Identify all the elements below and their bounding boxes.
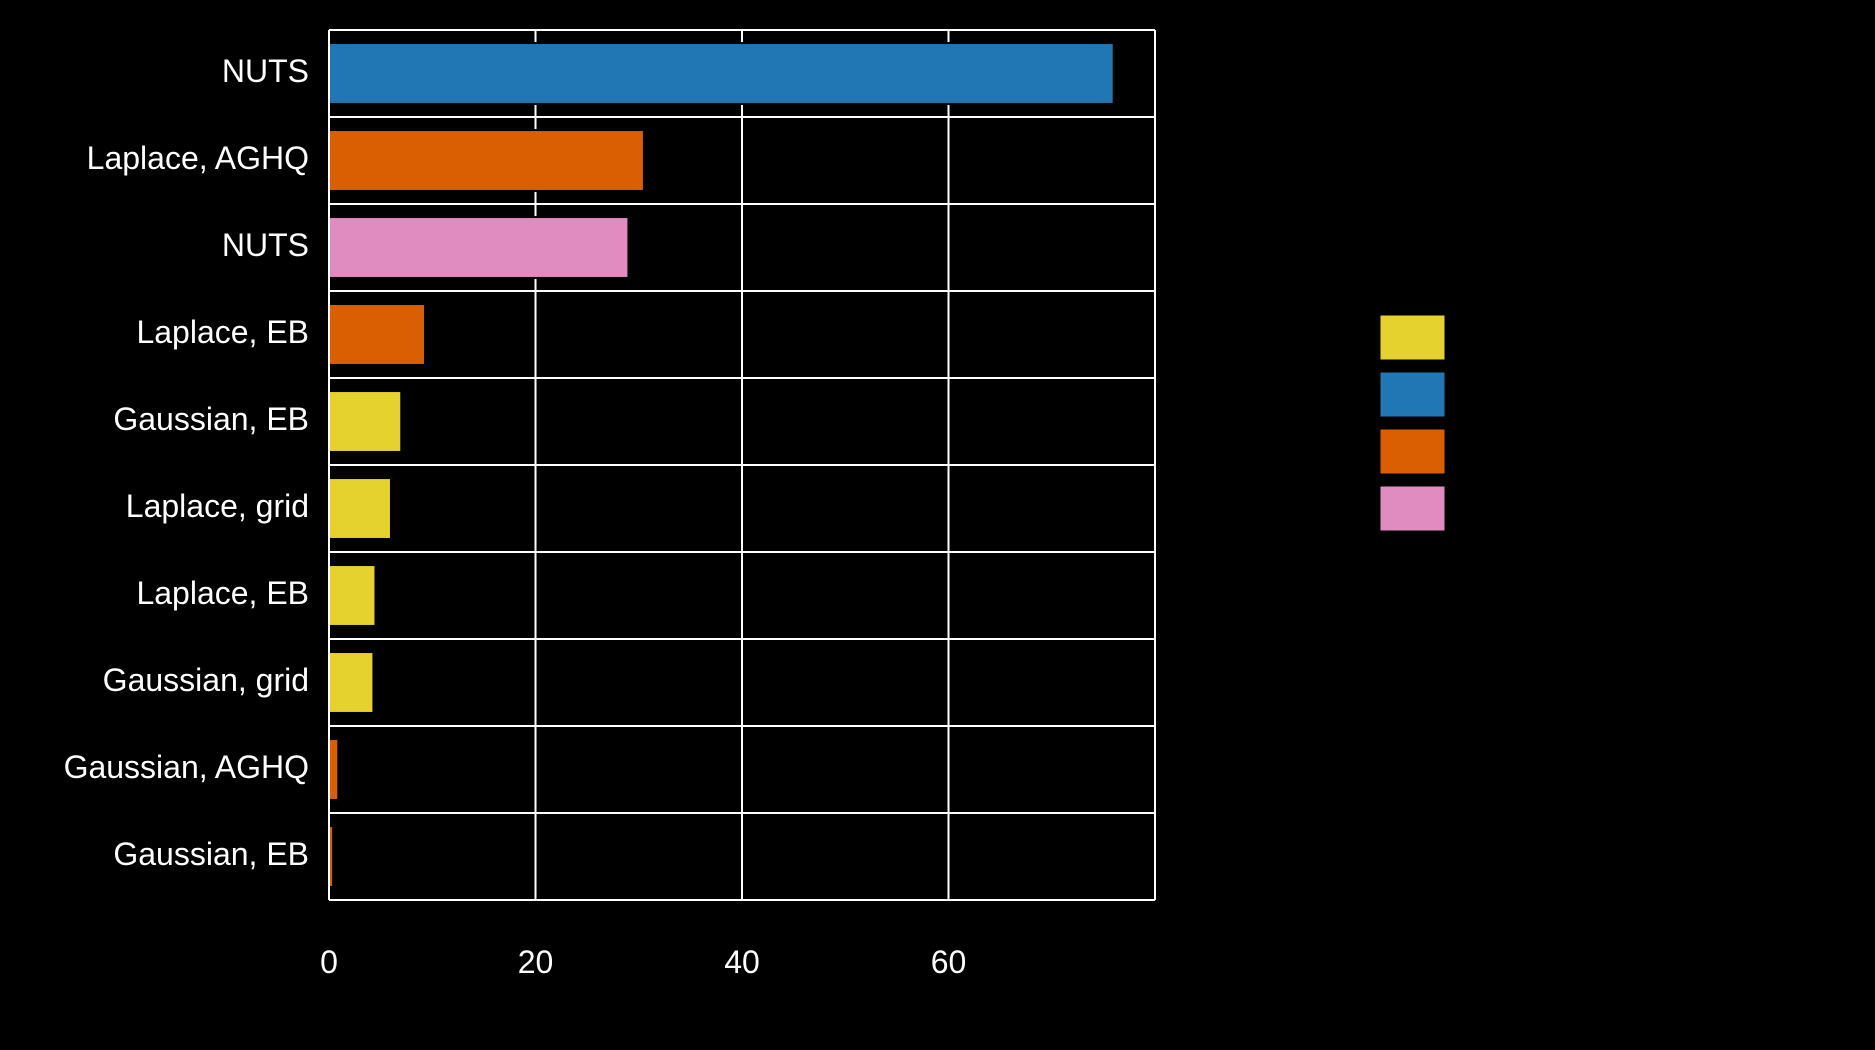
legend-swatch: [1380, 486, 1445, 531]
bar: [329, 652, 373, 713]
bar: [329, 739, 338, 800]
y-tick-label: NUTS: [222, 227, 309, 263]
x-tick-label: 0: [320, 944, 338, 980]
bar-chart: NUTS Laplace, AGHQ NUTS Laplace, EB Gaussian…: [0, 0, 1875, 1050]
bar: [329, 43, 1114, 104]
bar: [329, 565, 375, 626]
y-tick-label: Laplace, grid: [126, 488, 309, 524]
x-tick-label: 40: [724, 944, 760, 980]
legend-swatch: [1380, 429, 1445, 474]
y-tick-label: Gaussian, AGHQ: [64, 749, 309, 785]
bar: [329, 130, 644, 191]
y-tick-label: Laplace, EB: [136, 575, 309, 611]
y-tick-label: Gaussian, EB: [113, 836, 309, 872]
y-tick-label: Gaussian, grid: [103, 662, 309, 698]
y-tick-label: Gaussian, EB: [113, 401, 309, 437]
legend-swatch: [1380, 372, 1445, 417]
y-tick-label: NUTS: [222, 53, 309, 89]
bar: [329, 217, 628, 278]
x-tick-label: 60: [931, 944, 967, 980]
y-tick-label: Laplace, EB: [136, 314, 309, 350]
bar: [329, 304, 425, 365]
bar: [329, 478, 391, 539]
legend-swatch: [1380, 315, 1445, 360]
x-tick-label: 20: [518, 944, 554, 980]
bar: [329, 391, 401, 452]
y-tick-label: Laplace, AGHQ: [87, 140, 309, 176]
